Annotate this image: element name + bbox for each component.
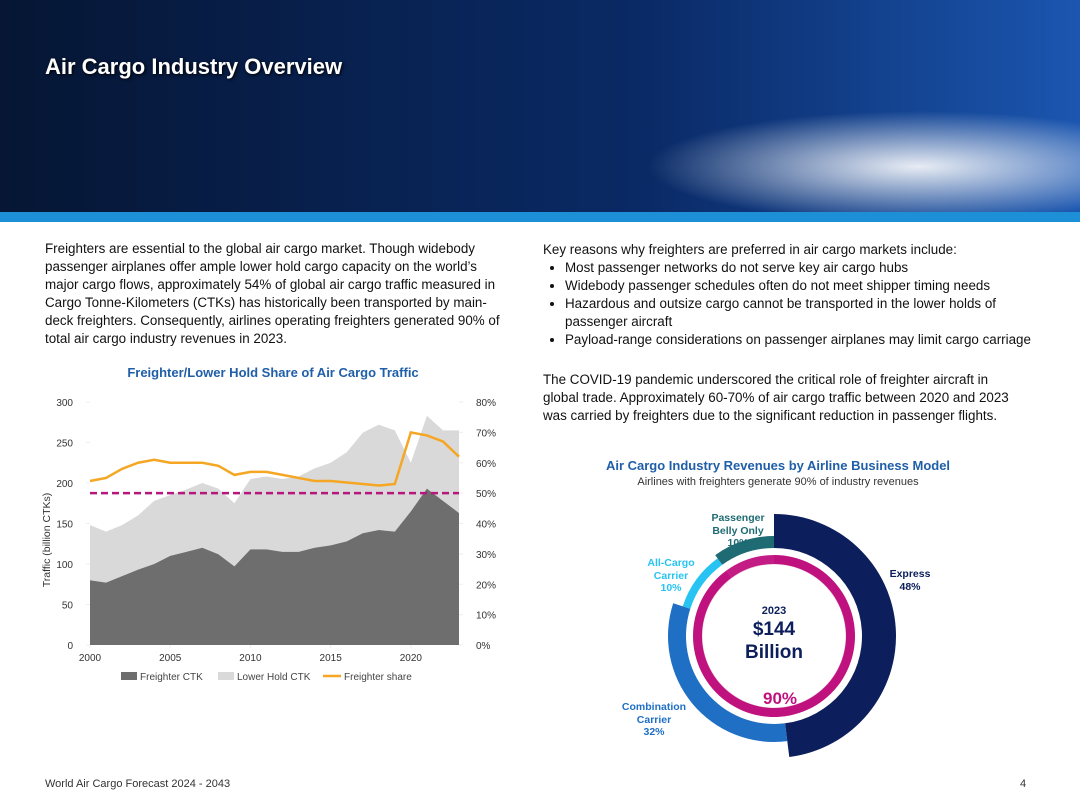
y2-tick-label: 60% [476,459,496,470]
y-tick-label: 150 [56,520,73,531]
segment-value: 10% [727,537,749,549]
y2-tick-label: 80% [476,398,496,409]
y2-tick-label: 10% [476,611,496,622]
chart-title: Air Cargo Industry Revenues by Airline B… [605,458,951,473]
x-tick-label: 2015 [320,653,343,664]
bullet: Hazardous and outsize cargo cannot be tr… [565,295,1035,331]
bullet: Most passenger networks do not serve key… [565,259,1035,277]
segment-value: 32% [643,726,665,738]
y-tick-label: 250 [56,439,73,450]
segment-label: Passenger Belly Only [711,512,765,537]
y-tick-label: 300 [56,398,73,409]
legend-label: Freighter CTK [140,672,203,683]
segment-label: Combination Carrier [621,701,687,726]
y2-tick-label: 0% [476,641,491,652]
segment-label: Express [889,568,931,580]
bullet: Widebody passenger schedules often do no… [565,277,1035,295]
center-value: $144 Billion [744,619,804,663]
y-tick-label: 200 [56,479,73,490]
legend-label: Freighter share [344,672,412,683]
donut-segment [774,514,896,758]
y2-tick-label: 70% [476,428,496,439]
left-paragraph: Freighters are essential to the global a… [45,241,500,346]
y2-tick-label: 40% [476,520,496,531]
chart-subtitle: Airlines with freighters generate 90% of… [637,476,919,488]
highlight-ring-rest [726,555,774,578]
highlight-label: 90% [763,689,797,708]
y-tick-label: 0 [67,641,73,652]
segment-value: 48% [899,581,921,593]
bullet-list: Most passenger networks do not serve key… [543,259,1035,349]
y-tick-label: 100 [56,560,73,571]
legend-swatch [121,672,137,680]
y-tick-label: 50 [62,601,74,612]
area [90,415,459,583]
right-intro: Key reasons why freighters are preferred… [543,242,957,257]
x-tick-label: 2020 [400,653,423,664]
right-paragraph: The COVID-19 pandemic underscored the cr… [543,372,1009,423]
y2-tick-label: 50% [476,489,496,500]
line [89,430,460,487]
y2-tick-label: 20% [476,580,496,591]
donut-segment [668,603,788,743]
x-tick-label: 2005 [159,653,182,664]
donut-segment [682,558,723,609]
area [90,488,459,645]
bullet: Payload-range considerations on passenge… [565,331,1035,349]
footer-source: World Air Cargo Forecast 2024 - 2043 [45,778,231,790]
segment-value: 10% [660,582,682,594]
page-number: 4 [1020,778,1027,790]
donut-segment [715,536,774,565]
y2-tick-label: 30% [476,550,496,561]
x-tick-label: 2000 [79,653,102,664]
page-title: Air Cargo Industry Overview [45,54,343,79]
chart-title: Freighter/Lower Hold Share of Air Cargo … [127,365,419,380]
x-tick-label: 2010 [239,653,262,664]
segment-label: All-Cargo Carrier [647,557,695,582]
legend-swatch [218,672,234,680]
header-image [0,0,1080,222]
y-axis-label: Traffic (billion CTKs) [41,493,53,588]
legend-label: Lower Hold CTK [237,672,311,683]
center-year: 2023 [762,605,786,617]
